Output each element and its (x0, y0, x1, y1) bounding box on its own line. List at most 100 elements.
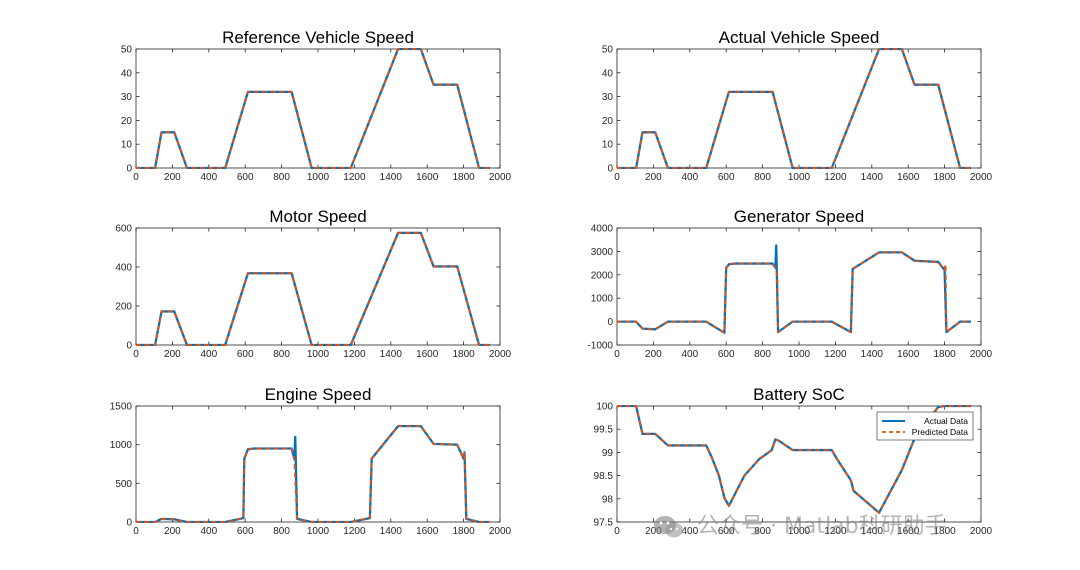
x-tick-label: 0 (133, 349, 139, 360)
x-tick-label: 1200 (343, 526, 366, 537)
chart-soc: Battery SoC 0 200 400 600 800 1000 1200 1400 1600… (594, 385, 993, 537)
y-tick-label: 200 (115, 302, 132, 313)
x-tick-label: 1000 (307, 526, 330, 537)
x-tick-label: 1000 (307, 349, 330, 360)
y-tick-label: 30 (121, 92, 133, 103)
chart-gen: Generator Speed 0 200 400 600 800 1000 1200 1400… (587, 207, 992, 360)
y-tick-label: 0 (126, 518, 132, 529)
x-tick-label: 1800 (933, 172, 956, 183)
x-tick-label: 200 (164, 349, 181, 360)
x-tick-label: 600 (237, 526, 254, 537)
x-tick-label: 400 (200, 172, 217, 183)
axes-box (135, 48, 501, 169)
y-tick-label: 100 (596, 402, 613, 413)
chart-title: Engine Speed (265, 385, 372, 404)
x-tick-label: 2000 (489, 526, 512, 537)
x-tick-label: 800 (273, 172, 290, 183)
legend-label: Actual Data (924, 416, 968, 426)
legend-box (876, 411, 974, 441)
y-tick-label: 0 (607, 164, 613, 175)
x-tick-label: 200 (645, 526, 662, 537)
x-tick-label: 0 (614, 526, 620, 537)
chart-title: Motor Speed (269, 207, 366, 226)
x-tick-label: 1800 (452, 172, 475, 183)
x-tick-label: 600 (237, 172, 254, 183)
y-tick-label: 1500 (110, 402, 133, 413)
x-tick-label: 1600 (416, 349, 439, 360)
y-tick-label: 2000 (591, 270, 614, 281)
x-tick-label: 400 (200, 349, 217, 360)
watermark-text: 公众号 · Matlab科研助手 (697, 514, 947, 539)
y-tick-label: 1000 (591, 294, 614, 305)
x-tick-label: 800 (273, 349, 290, 360)
x-tick-label: 1600 (897, 349, 920, 360)
y-tick-label: 4000 (591, 224, 614, 235)
chart-title: Battery SoC (753, 385, 845, 404)
x-tick-label: 2000 (489, 349, 512, 360)
y-tick-label: 50 (602, 45, 614, 56)
chart-engine: Engine Speed 0 200 400 600 800 1000 1200 1400 160… (110, 385, 512, 537)
x-tick-label: 1800 (452, 349, 475, 360)
series-line-predicted (136, 231, 490, 346)
x-tick-label: 400 (681, 172, 698, 183)
x-tick-label: 600 (718, 172, 735, 183)
x-tick-label: 1400 (380, 172, 403, 183)
y-tick-label: -1000 (587, 341, 613, 352)
x-tick-label: 400 (200, 526, 217, 537)
chart-title: Reference Vehicle Speed (222, 28, 414, 47)
x-tick-label: 1200 (824, 349, 847, 360)
x-tick-label: 1200 (824, 172, 847, 183)
x-tick-label: 1400 (861, 172, 884, 183)
y-tick-label: 0 (126, 164, 132, 175)
x-tick-label: 0 (614, 349, 620, 360)
y-tick-label: 3000 (591, 247, 614, 258)
y-tick-label: 1000 (110, 440, 133, 451)
y-tick-label: 99.5 (594, 425, 614, 436)
wechat-icon (654, 516, 683, 538)
x-tick-label: 200 (645, 349, 662, 360)
axes-box (135, 405, 501, 523)
x-tick-label: 600 (718, 526, 735, 537)
x-tick-label: 2000 (489, 172, 512, 183)
x-tick-label: 1800 (933, 349, 956, 360)
x-tick-label: 1400 (380, 526, 403, 537)
x-tick-label: 1600 (416, 172, 439, 183)
y-tick-label: 10 (121, 140, 133, 151)
x-tick-label: 0 (614, 172, 620, 183)
x-tick-label: 1600 (897, 172, 920, 183)
x-tick-label: 0 (133, 526, 139, 537)
y-tick-label: 0 (126, 341, 132, 352)
y-tick-label: 98.5 (594, 471, 614, 482)
series-line-predicted (136, 425, 490, 523)
x-tick-label: 200 (164, 172, 181, 183)
y-tick-label: 0 (607, 317, 613, 328)
chart-title: Actual Vehicle Speed (719, 28, 880, 47)
x-tick-label: 2000 (970, 172, 993, 183)
x-tick-label: 600 (718, 349, 735, 360)
y-tick-label: 98 (602, 494, 614, 505)
y-tick-label: 20 (602, 116, 614, 127)
axes-box (616, 227, 982, 346)
series-line-predicted (136, 48, 490, 169)
x-tick-label: 1800 (452, 526, 475, 537)
x-tick-label: 1200 (824, 526, 847, 537)
y-tick-label: 20 (121, 116, 133, 127)
x-tick-label: 1000 (788, 526, 811, 537)
x-tick-label: 1400 (861, 526, 884, 537)
y-tick-label: 10 (602, 140, 614, 151)
x-tick-label: 1600 (416, 526, 439, 537)
y-tick-label: 400 (115, 263, 132, 274)
x-tick-label: 200 (164, 526, 181, 537)
x-tick-label: 1400 (380, 349, 403, 360)
x-tick-label: 400 (681, 526, 698, 537)
chart-motor: Motor Speed 0 200 400 600 800 1000 1200 1400 1600… (115, 207, 511, 360)
y-tick-label: 40 (602, 68, 614, 79)
x-tick-label: 400 (681, 349, 698, 360)
axes-box (135, 227, 501, 346)
x-tick-label: 800 (754, 526, 771, 537)
y-tick-label: 500 (115, 479, 132, 490)
x-tick-label: 1000 (788, 349, 811, 360)
